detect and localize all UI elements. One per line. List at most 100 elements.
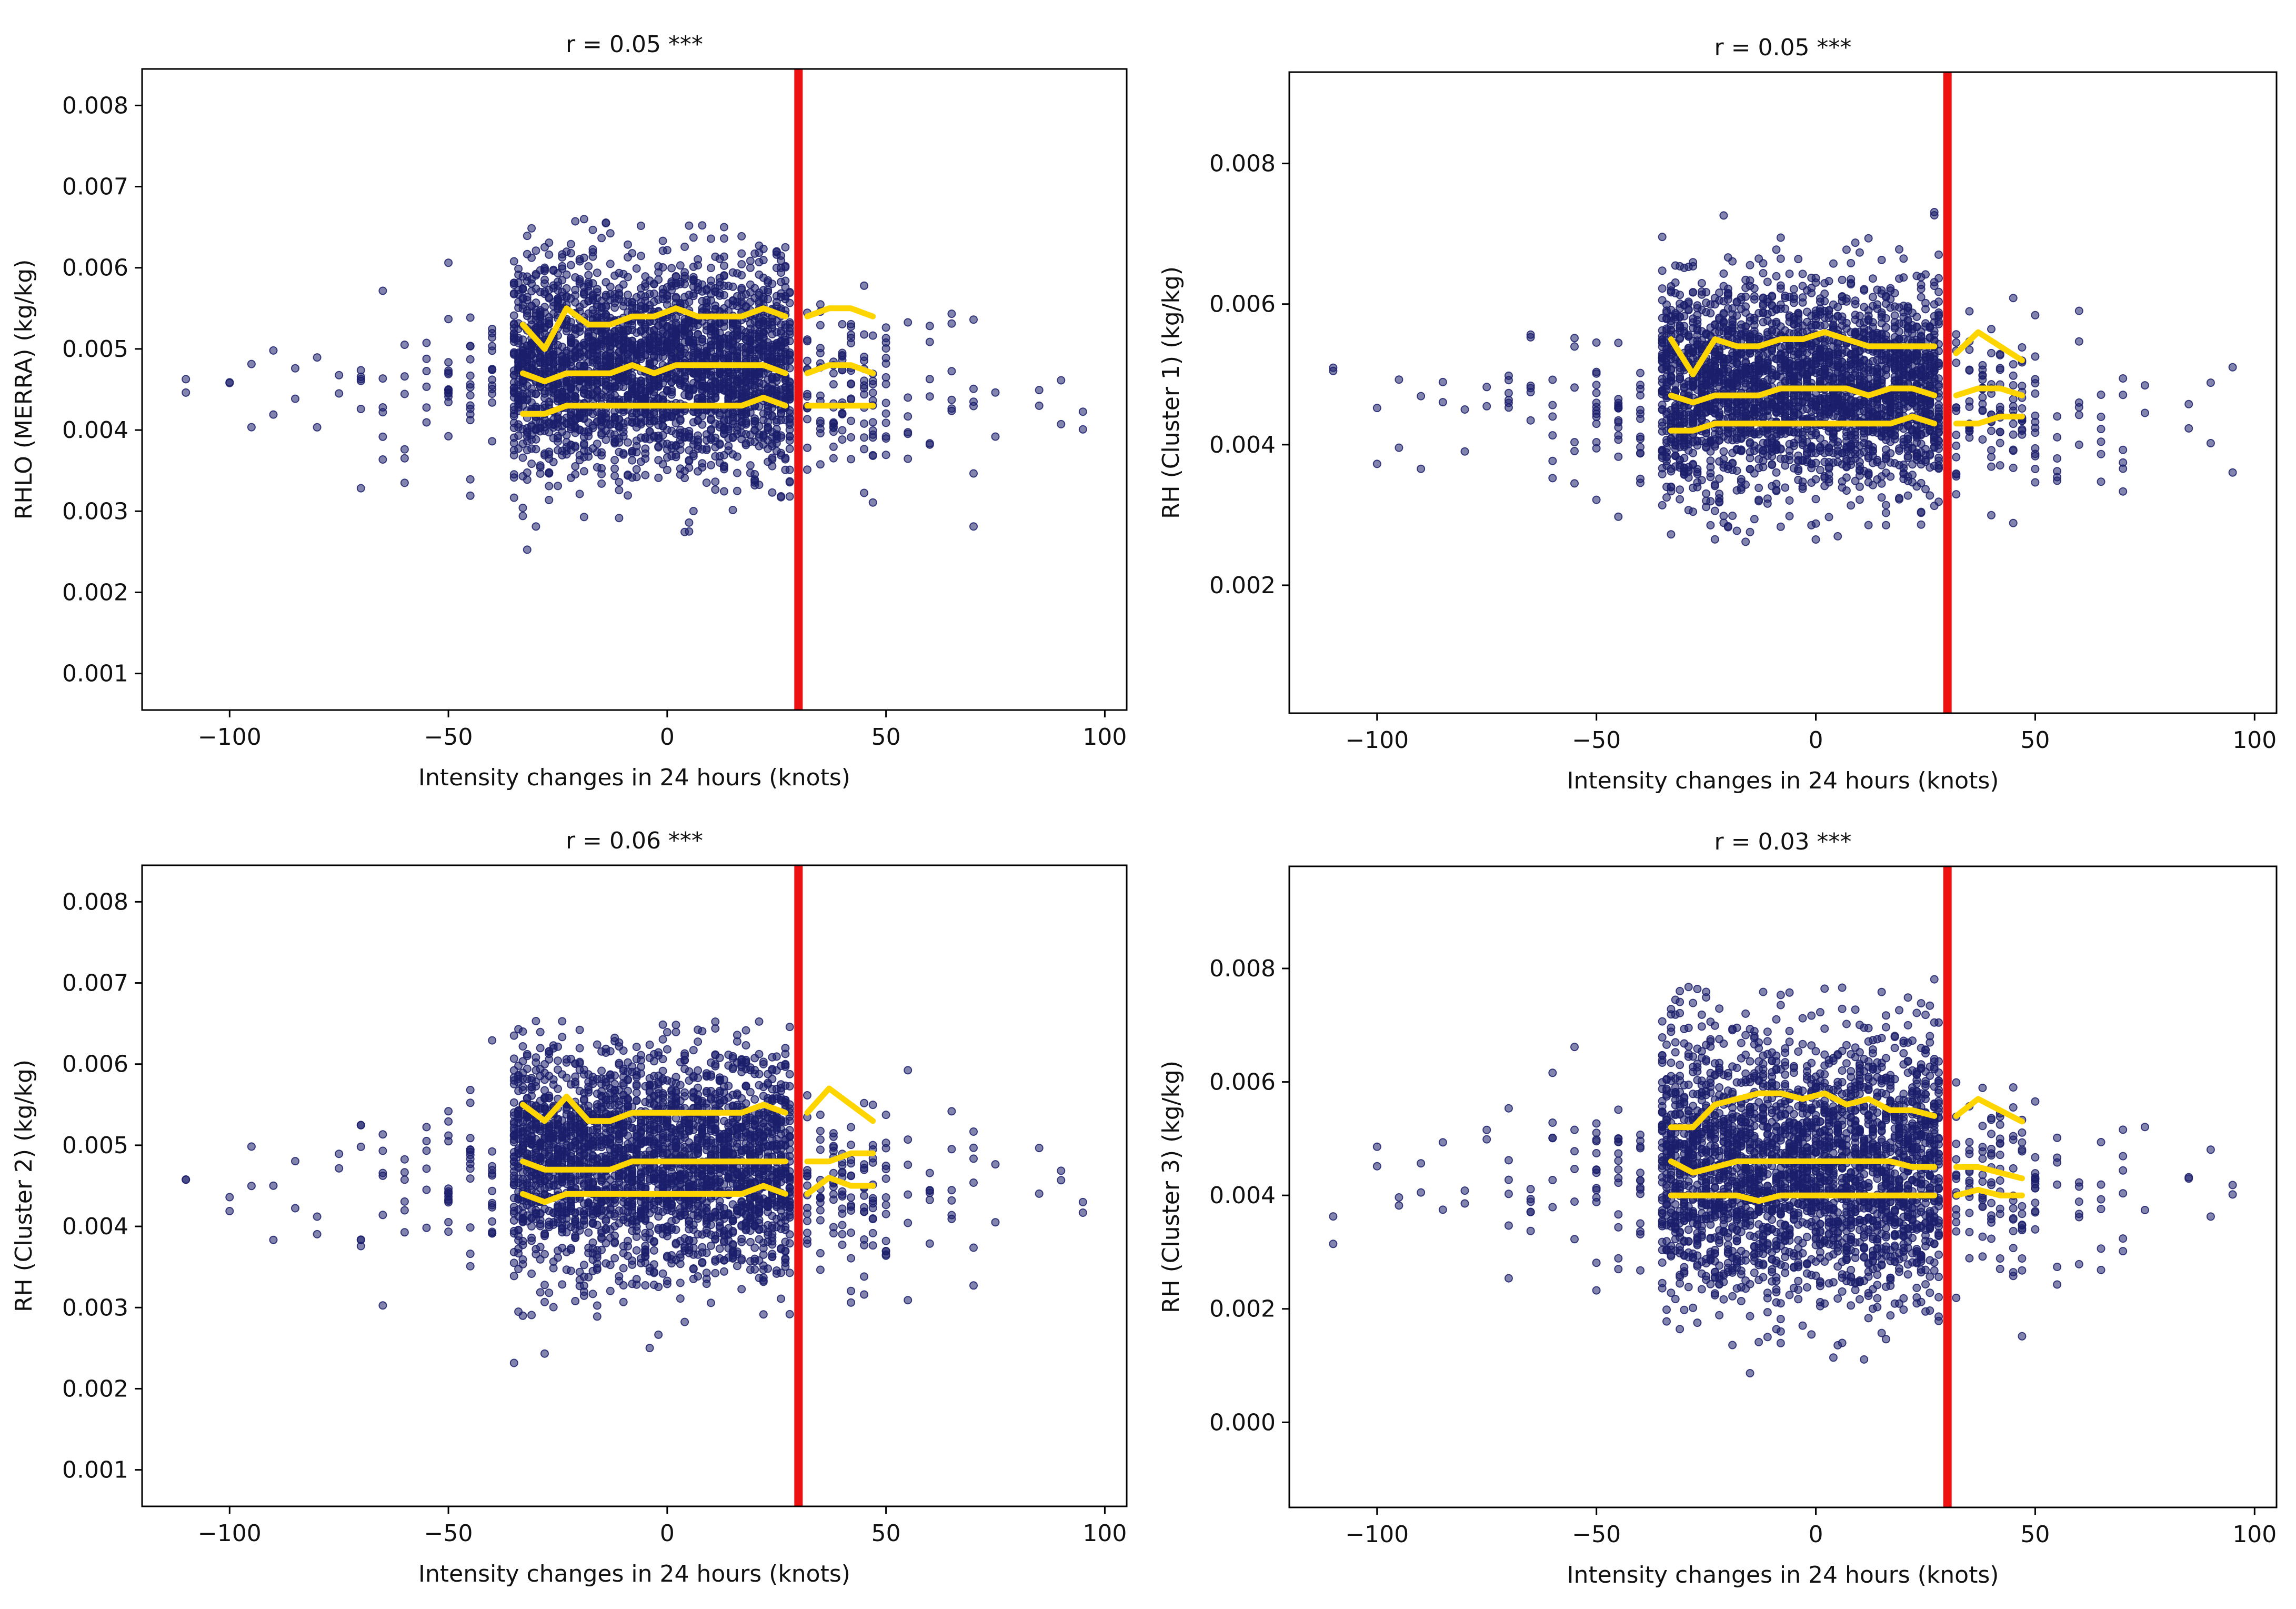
data-point: [925, 440, 934, 449]
data-point: [698, 221, 707, 230]
data-point: [711, 433, 720, 442]
data-point: [676, 261, 685, 270]
data-point: [619, 280, 628, 289]
data-point: [1662, 448, 1671, 457]
data-point: [750, 416, 759, 425]
data-point: [728, 506, 737, 514]
data-point: [904, 318, 913, 327]
data-point: [400, 389, 409, 398]
data-point: [466, 313, 475, 322]
data-point: [1671, 278, 1680, 287]
data-point: [1719, 211, 1728, 220]
data-point: [785, 298, 794, 307]
data-point: [1794, 255, 1803, 264]
data-point: [829, 442, 838, 451]
data-point: [575, 327, 584, 336]
data-point: [768, 488, 777, 497]
data-point: [558, 276, 567, 285]
data-point: [558, 264, 567, 273]
data-point: [584, 271, 593, 279]
data-point: [777, 256, 786, 265]
data-point: [816, 429, 825, 438]
x-tick-label: 100: [1082, 724, 1127, 751]
data-point: [1772, 272, 1781, 281]
data-point: [1811, 535, 1820, 544]
data-point: [532, 445, 540, 454]
plot-area: [182, 69, 1087, 710]
data-point: [1776, 284, 1785, 293]
data-point: [540, 275, 549, 284]
data-point: [785, 378, 794, 387]
data-point: [518, 285, 527, 294]
data-point: [1785, 456, 1794, 465]
data-point: [247, 423, 256, 432]
data-point: [816, 348, 825, 357]
data-point: [1741, 292, 1750, 301]
data-point: [1855, 482, 1864, 491]
data-point: [1820, 289, 1829, 298]
data-point: [444, 315, 453, 324]
data-point: [689, 336, 698, 345]
data-point: [785, 364, 794, 373]
data-point: [1680, 454, 1689, 463]
data-point: [737, 249, 746, 258]
data-point: [689, 233, 698, 242]
data-point: [444, 366, 453, 375]
data-point: [658, 431, 667, 439]
data-point: [619, 432, 628, 441]
data-point: [1710, 480, 1719, 489]
data-point: [1781, 483, 1790, 492]
data-point: [545, 496, 554, 504]
data-point: [1706, 309, 1715, 318]
data-point: [1728, 512, 1737, 520]
data-point: [356, 375, 365, 384]
data-point: [1689, 507, 1698, 516]
data-point: [1864, 234, 1873, 243]
data-point: [624, 291, 632, 299]
data-point: [1719, 512, 1728, 521]
data-point: [1057, 419, 1066, 428]
data-point: [1838, 312, 1847, 321]
data-point: [1864, 311, 1873, 320]
data-point: [904, 393, 913, 402]
data-point: [1768, 345, 1777, 354]
data-point: [698, 420, 707, 429]
data-point: [335, 389, 344, 398]
data-point: [947, 367, 956, 376]
data-point: [755, 422, 764, 431]
data-point: [615, 291, 624, 299]
data-point: [781, 276, 790, 285]
data-point: [803, 356, 811, 365]
data-point: [1706, 521, 1715, 529]
data-point: [1759, 269, 1768, 277]
data-point: [781, 243, 790, 252]
data-point: [1798, 269, 1807, 278]
data-point: [1768, 461, 1777, 469]
data-point: [601, 303, 610, 312]
data-point: [658, 263, 667, 272]
data-point: [847, 322, 856, 331]
data-point: [1824, 513, 1833, 522]
y-tick-label: 0.004: [62, 417, 128, 444]
data-point: [571, 217, 580, 226]
data-point: [532, 389, 540, 398]
data-point: [860, 488, 869, 497]
data-point: [615, 478, 624, 486]
data-point: [759, 256, 768, 265]
data-point: [1776, 444, 1785, 453]
data-point: [444, 358, 453, 367]
data-point: [829, 419, 838, 428]
data-point: [707, 276, 715, 285]
data-point: [1785, 496, 1794, 505]
data-point: [566, 249, 575, 257]
data-point: [1667, 530, 1676, 539]
data-point: [523, 545, 532, 554]
data-point: [545, 401, 554, 409]
data-point: [1667, 482, 1676, 491]
data-point: [785, 492, 794, 501]
data-point: [466, 416, 475, 425]
data-point: [1868, 293, 1877, 302]
data-point: [680, 372, 689, 381]
data-point: [575, 277, 584, 286]
